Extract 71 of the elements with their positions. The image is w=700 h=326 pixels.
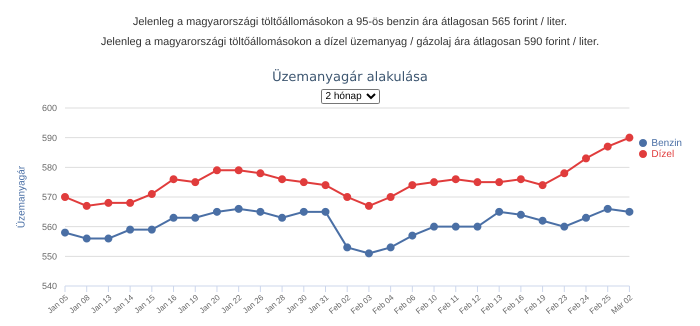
point bbox=[300, 208, 308, 216]
point bbox=[148, 190, 156, 198]
point bbox=[278, 214, 286, 222]
point bbox=[625, 208, 634, 216]
y-tick-label: 580 bbox=[42, 162, 57, 173]
y-tick-label: 590 bbox=[42, 132, 57, 143]
point bbox=[625, 134, 634, 142]
legend-label: Dízel bbox=[651, 149, 674, 160]
point bbox=[364, 202, 373, 210]
point bbox=[516, 175, 525, 184]
point bbox=[473, 178, 482, 186]
point bbox=[343, 243, 352, 252]
point bbox=[104, 198, 112, 207]
y-axis-title: Üzemanyagár bbox=[16, 165, 28, 228]
point bbox=[322, 208, 330, 216]
point bbox=[495, 178, 504, 186]
point bbox=[256, 169, 264, 178]
period-dropdown: 2 hónap bbox=[320, 89, 380, 104]
point bbox=[408, 232, 416, 240]
point bbox=[104, 234, 112, 243]
point bbox=[538, 216, 547, 225]
point bbox=[582, 214, 590, 222]
point bbox=[452, 222, 460, 231]
point bbox=[82, 202, 91, 210]
point bbox=[364, 249, 373, 258]
point bbox=[538, 181, 547, 190]
point bbox=[278, 175, 286, 184]
point bbox=[126, 198, 134, 207]
point bbox=[82, 234, 91, 243]
x-tick-label: Jan 30 bbox=[284, 292, 310, 316]
point bbox=[234, 204, 243, 213]
point bbox=[582, 154, 590, 162]
point bbox=[61, 193, 69, 201]
x-tick-label: Már 02 bbox=[609, 292, 635, 316]
chart-title: Üzemanyagár alakulása bbox=[271, 70, 429, 85]
point bbox=[343, 193, 352, 201]
point bbox=[61, 228, 69, 237]
y-tick-label: 550 bbox=[42, 252, 57, 262]
point bbox=[212, 208, 221, 216]
point bbox=[430, 178, 438, 186]
point bbox=[256, 208, 264, 216]
text: Jelenleg a magyarországi töltőállomásokon a 95-ös benzin ára átlagosan 565 forint / liter. bbox=[132, 16, 568, 28]
point bbox=[408, 181, 416, 190]
point bbox=[386, 243, 395, 252]
point bbox=[300, 178, 308, 186]
point bbox=[430, 222, 438, 231]
x-tick-label: Feb 10 bbox=[414, 292, 440, 316]
point bbox=[191, 214, 200, 222]
point bbox=[126, 226, 134, 234]
point bbox=[322, 181, 330, 190]
point bbox=[560, 222, 568, 231]
point bbox=[516, 210, 525, 219]
point bbox=[170, 214, 178, 222]
point bbox=[234, 166, 243, 174]
point bbox=[191, 178, 200, 186]
point bbox=[452, 175, 460, 184]
point bbox=[212, 166, 221, 174]
y-tick-label: 570 bbox=[42, 192, 57, 202]
legend-label: Benzin bbox=[651, 138, 682, 149]
point bbox=[560, 169, 568, 178]
y-tick-label: 560 bbox=[42, 222, 57, 232]
point bbox=[386, 193, 395, 201]
point bbox=[604, 204, 612, 213]
point bbox=[495, 208, 504, 216]
point bbox=[473, 222, 482, 231]
text: Jelenleg a magyarországi töltőállomásokon a dízel üzemanyag / gázolaj ára átlagosan 590 forint / liter. bbox=[100, 36, 600, 48]
y-tick-label: 600 bbox=[42, 103, 57, 114]
point bbox=[604, 142, 612, 151]
y-tick-label: 540 bbox=[42, 281, 57, 292]
point bbox=[148, 226, 156, 234]
point bbox=[170, 175, 178, 184]
